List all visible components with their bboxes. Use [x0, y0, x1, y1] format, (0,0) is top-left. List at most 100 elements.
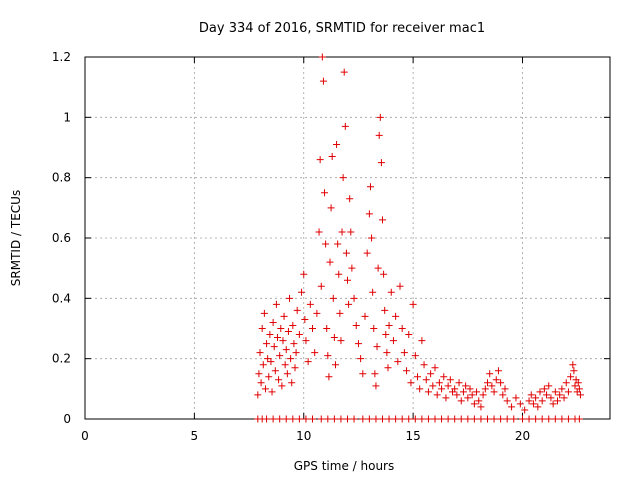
data-point [350, 415, 358, 423]
data-point [479, 391, 487, 399]
data-point [324, 415, 332, 423]
data-point [366, 183, 374, 191]
data-point [462, 382, 470, 390]
data-point [405, 415, 413, 423]
data-point [427, 370, 435, 378]
y-tick-label: 0.8 [52, 171, 71, 185]
data-point [558, 385, 566, 393]
data-point [442, 394, 450, 402]
data-point [536, 388, 544, 396]
data-point [301, 315, 309, 323]
data-point [317, 282, 325, 290]
data-point [327, 204, 335, 212]
data-point [266, 331, 274, 339]
data-point [564, 415, 572, 423]
data-point [323, 325, 331, 332]
data-point [543, 391, 551, 399]
data-point [311, 349, 319, 357]
data-point [444, 382, 452, 390]
data-point [319, 77, 327, 85]
data-point [329, 294, 337, 302]
data-point [276, 415, 284, 423]
data-point [348, 264, 356, 272]
data-point [453, 391, 461, 399]
data-point [477, 415, 485, 423]
data-point [414, 373, 421, 381]
data-point [370, 325, 378, 332]
data-point [529, 400, 537, 408]
data-point [451, 385, 459, 393]
data-point [324, 352, 332, 360]
data-point [328, 153, 336, 161]
data-point [254, 391, 262, 399]
data-point [564, 388, 572, 396]
data-point [313, 309, 321, 317]
data-point [300, 270, 308, 278]
data-point [558, 415, 566, 423]
data-point [470, 400, 478, 408]
data-point [272, 300, 280, 308]
data-point [379, 216, 386, 224]
data-point [369, 288, 377, 296]
data-point [278, 382, 286, 390]
data-point [422, 376, 430, 384]
data-point [379, 415, 386, 423]
data-point [269, 415, 277, 423]
data-point [281, 361, 289, 369]
data-point [331, 361, 339, 369]
x-tick-label: 0 [81, 429, 89, 443]
data-point [326, 258, 334, 266]
data-point [508, 403, 516, 411]
y-tick-label: 0.2 [52, 352, 71, 366]
data-point [455, 379, 463, 387]
data-point [497, 379, 505, 387]
data-point [570, 367, 578, 375]
x-tick-label: 5 [191, 429, 199, 443]
data-point [304, 358, 312, 366]
data-point [403, 367, 411, 375]
data-point [534, 403, 542, 411]
data-point [497, 415, 505, 423]
data-point [340, 68, 348, 76]
data-point [503, 415, 511, 423]
data-point [341, 122, 349, 130]
data-point [255, 370, 263, 378]
data-point [257, 379, 265, 387]
data-point [258, 325, 266, 332]
data-point [525, 415, 533, 423]
data-point [264, 355, 272, 363]
data-point [438, 385, 446, 393]
data-point [556, 391, 564, 399]
data-point [359, 370, 367, 378]
data-point [267, 358, 275, 366]
data-point [350, 294, 358, 302]
data-point [384, 364, 392, 372]
y-tick-label: 0 [63, 412, 71, 426]
data-point [554, 397, 561, 405]
data-point [538, 397, 546, 405]
data-point [336, 309, 344, 317]
data-point [372, 382, 380, 390]
data-point [468, 391, 476, 399]
x-axis-label: GPS time / hours [294, 459, 395, 473]
data-point [431, 364, 439, 372]
data-point [338, 228, 346, 236]
data-point [337, 415, 345, 423]
data-point [372, 415, 380, 423]
data-point [416, 385, 424, 393]
data-point [499, 391, 507, 399]
data-point [435, 379, 443, 387]
data-point [398, 325, 406, 332]
data-point [490, 415, 498, 423]
data-point [484, 379, 491, 387]
data-point [567, 373, 575, 381]
data-point [342, 249, 350, 257]
data-point [334, 240, 342, 248]
data-point [569, 361, 577, 369]
data-point [398, 415, 406, 423]
data-point [409, 300, 417, 308]
data-point [446, 376, 454, 384]
data-point [575, 415, 583, 423]
data-point [279, 337, 287, 345]
